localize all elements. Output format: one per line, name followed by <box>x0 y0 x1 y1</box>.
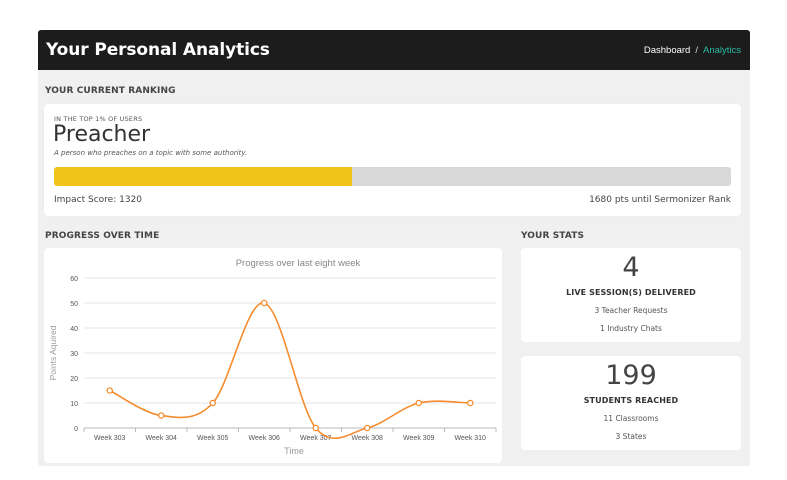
page-title: Your Personal Analytics <box>46 40 270 60</box>
data-point <box>415 399 422 407</box>
rank-description: A person who preaches on a topic with so… <box>54 149 248 157</box>
progress-section-title: PROGRESS OVER TIME <box>45 231 160 241</box>
y-tick-label: 50 <box>70 301 78 308</box>
x-tick-label: Week 303 <box>94 435 125 442</box>
live-sessions-label: LIVE SESSION(S) DELIVERED <box>566 288 696 297</box>
y-tick-label: 40 <box>70 326 78 333</box>
breadcrumb-dashboard-link[interactable]: Dashboard <box>643 44 691 56</box>
x-axis-label: Time <box>284 446 304 456</box>
y-tick-label: 0 <box>74 426 78 433</box>
top-percent-label: IN THE TOP 1% OF USERS <box>54 115 143 123</box>
data-point <box>106 387 114 394</box>
students-reached-card: 199 STUDENTS REACHED 11 Classrooms 3 Sta… <box>521 356 741 450</box>
students-reached-value: 199 <box>605 360 657 391</box>
x-tick-label: Week 304 <box>146 435 177 442</box>
x-tick-label: Week 307 <box>300 435 331 442</box>
ranking-section-title: YOUR CURRENT RANKING <box>45 86 176 96</box>
rank-progress-fill <box>54 167 352 186</box>
y-tick-label: 20 <box>70 376 78 383</box>
breadcrumb-analytics: Analytics <box>702 44 741 56</box>
data-point <box>158 412 165 419</box>
header-bar: Your Personal Analytics Dashboard / Anal… <box>38 30 750 70</box>
breadcrumb-separator: / <box>695 44 698 56</box>
impact-score: Impact Score: 1320 <box>54 195 142 205</box>
x-tick-label: Week 305 <box>197 435 228 442</box>
teacher-requests-text: 3 Teacher Requests <box>594 306 668 315</box>
live-sessions-card: 4 LIVE SESSION(S) DELIVERED 3 Teacher Re… <box>521 248 741 342</box>
data-point <box>466 399 474 407</box>
progress-chart-card: Progress over last eight week 0 10 20 30 40 50… <box>44 248 502 463</box>
y-tick-label: 30 <box>70 351 78 358</box>
data-point <box>363 424 371 432</box>
y-axis-label: Points Aquired <box>48 325 58 380</box>
rank-progress-bar <box>54 167 731 186</box>
data-point <box>209 399 216 407</box>
analytics-panel: Your Personal Analytics Dashboard / Anal… <box>38 30 750 466</box>
y-tick-label: 60 <box>70 276 78 283</box>
x-tick-label: Week 308 <box>352 435 383 442</box>
x-tick-label: Week 309 <box>403 435 434 442</box>
y-tick-label: 10 <box>70 401 78 408</box>
points-until-next-rank: 1680 pts until Sermonizer Rank <box>589 195 731 205</box>
industry-chats-text: 1 Industry Chats <box>600 324 662 333</box>
data-point <box>260 299 268 307</box>
series-line <box>109 302 471 439</box>
x-tick-label: Week 310 <box>455 435 486 442</box>
classrooms-text: 11 Classrooms <box>603 414 659 423</box>
rank-name: Preacher <box>53 122 151 147</box>
progress-line-chart: Progress over last eight week 0 10 20 30 40 50… <box>48 258 497 456</box>
data-point <box>312 424 319 432</box>
students-reached-label: STUDENTS REACHED <box>583 396 679 405</box>
live-sessions-value: 4 <box>622 252 640 283</box>
ranking-card: IN THE TOP 1% OF USERS Preacher A person… <box>44 104 741 216</box>
breadcrumb: Dashboard / Analytics <box>644 45 741 56</box>
chart-title: Progress over last eight week <box>236 258 361 269</box>
stats-section-title: YOUR STATS <box>521 231 585 241</box>
x-tick-label: Week 306 <box>249 435 280 442</box>
states-text: 3 States <box>615 432 647 441</box>
